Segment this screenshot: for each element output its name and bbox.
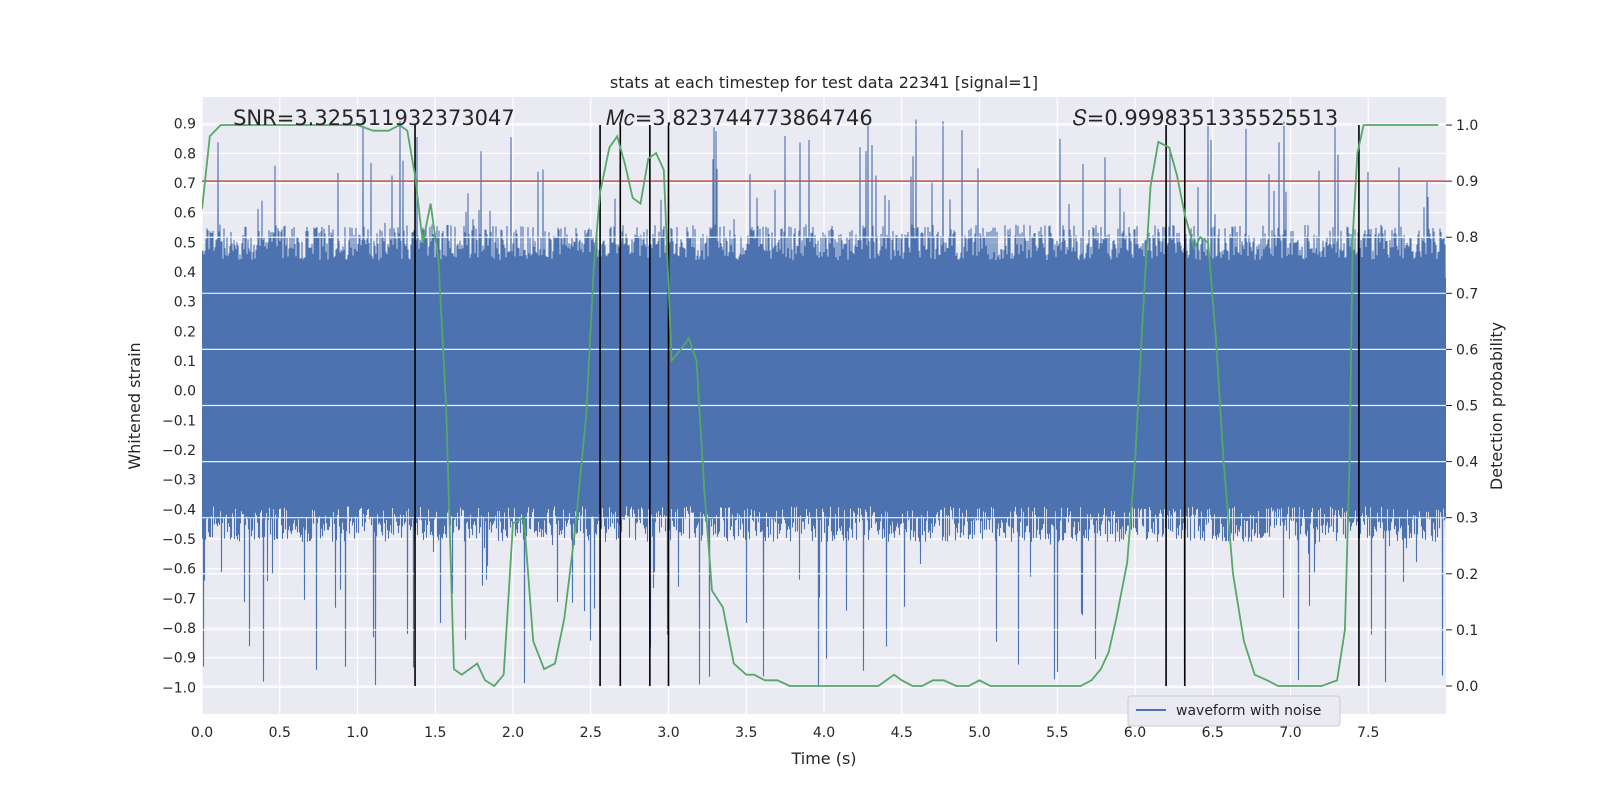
y-tick-label-left: −0.4: [162, 502, 196, 518]
y-tick-label-right: 0.7: [1456, 286, 1478, 302]
x-tick-label: 0.0: [191, 725, 213, 741]
y-tick-label-left: −0.9: [162, 651, 196, 667]
annotations: SNR=3.325511932373047 𝑀𝑐=3.82374477386474…: [233, 106, 1338, 130]
x-tick-label: 2.5: [580, 725, 602, 741]
legend-label: waveform with noise: [1176, 703, 1321, 719]
stat-annotation: 𝑀𝑐=3.823744773864746: [606, 106, 872, 130]
y-tick-label-right: 0.3: [1456, 511, 1478, 527]
y-tick-label-left: 0.1: [174, 354, 196, 370]
y-tick-label-left: 0.2: [174, 324, 196, 340]
stat-annotation: SNR=3.325511932373047: [233, 106, 515, 130]
chart-title: stats at each timestep for test data 223…: [610, 73, 1038, 92]
y-tick-label-right: 0.2: [1456, 567, 1478, 583]
y-tick-label-left: −1.0: [162, 680, 196, 696]
y-tick-label-left: 0.7: [174, 176, 196, 192]
legend-box: [1127, 695, 1341, 727]
legend: waveform with noise: [1127, 695, 1341, 727]
x-axis-label: Time (s): [790, 749, 856, 768]
waveform-core-band: [202, 277, 1446, 489]
y-tick-label-right: 0.9: [1456, 174, 1478, 190]
y-tick-label-right: 0.4: [1456, 455, 1478, 471]
y-tick-label-left: −0.5: [162, 532, 196, 548]
y-tick-label-left: −0.3: [162, 473, 196, 489]
y-tick-label-right: 0.6: [1456, 342, 1478, 358]
detection-probability-line: [202, 123, 1439, 688]
x-tick-label: 3.5: [735, 725, 757, 741]
y-tick-label-left: −0.8: [162, 621, 196, 637]
x-tick-label: 5.5: [1046, 725, 1068, 741]
x-tick-label: 5.0: [968, 725, 990, 741]
x-tick-label: 6.5: [1202, 725, 1224, 741]
y-tick-label-left: 0.0: [174, 384, 196, 400]
vertical-lines: [414, 125, 1360, 686]
y-tick-label-left: 0.8: [174, 146, 196, 162]
y-tick-label-left: −0.2: [162, 443, 196, 459]
x-tick-label: 7.0: [1279, 725, 1301, 741]
y-tick-label-right: 0.8: [1456, 230, 1478, 246]
y-tick-label-right: 0.5: [1456, 399, 1478, 415]
y-tick-label-right: 0.0: [1456, 679, 1478, 695]
x-tick-label: 1.5: [424, 725, 446, 741]
x-tick-label: 4.0: [813, 725, 835, 741]
y-tick-label-left: 0.6: [174, 206, 196, 222]
x-tick-label: 4.5: [891, 725, 913, 741]
x-tick-label: 7.5: [1357, 725, 1379, 741]
y-tick-label-left: 0.5: [174, 235, 196, 251]
y-axis-label-right: Detection probability: [1487, 322, 1506, 490]
y-tick-label-left: −0.6: [162, 562, 196, 578]
y-tick-label-left: 0.9: [174, 117, 196, 133]
stat-annotation: 𝑆=0.9998351335525513: [1073, 106, 1338, 130]
y-tick-label-left: 0.4: [174, 265, 196, 281]
x-tick-label: 1.0: [346, 725, 368, 741]
x-tick-label: 2.0: [502, 725, 524, 741]
probability-series: [202, 123, 1439, 688]
y-axis-label-left: Whitened strain: [125, 342, 144, 469]
y-tick-label-left: −0.7: [162, 591, 196, 607]
x-tick-label: 0.5: [269, 725, 291, 741]
x-tick-label: 6.0: [1124, 725, 1146, 741]
y-tick-label-right: 1.0: [1456, 118, 1478, 134]
y-tick-label-right: 0.1: [1456, 623, 1478, 639]
ticks: 0.0 0.5 1.0 1.5 2.0 2.5 3.0 3.5 4.0 4.5 5.0 5.5 6.0 6…: [162, 117, 1478, 741]
noise-series: [202, 118, 1446, 687]
y-tick-label-left: −0.1: [162, 413, 196, 429]
x-tick-label: 3.0: [657, 725, 679, 741]
y-tick-label-left: 0.3: [174, 295, 196, 311]
